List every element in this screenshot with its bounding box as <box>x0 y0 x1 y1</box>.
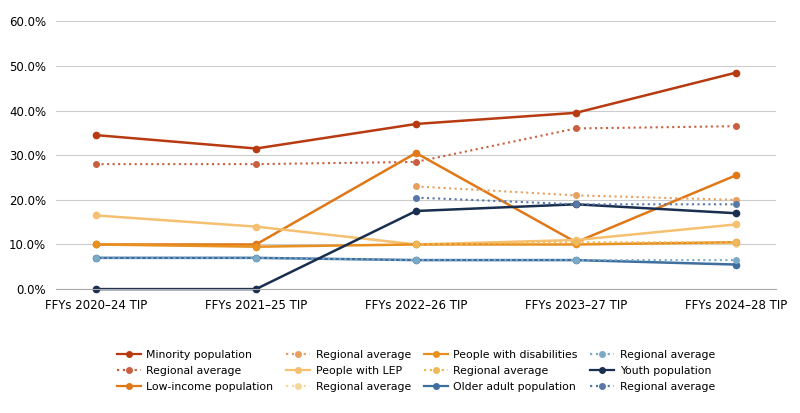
Legend: Minority population, Regional average, Low-income population, Regional average, : Minority population, Regional average, L… <box>117 350 715 392</box>
